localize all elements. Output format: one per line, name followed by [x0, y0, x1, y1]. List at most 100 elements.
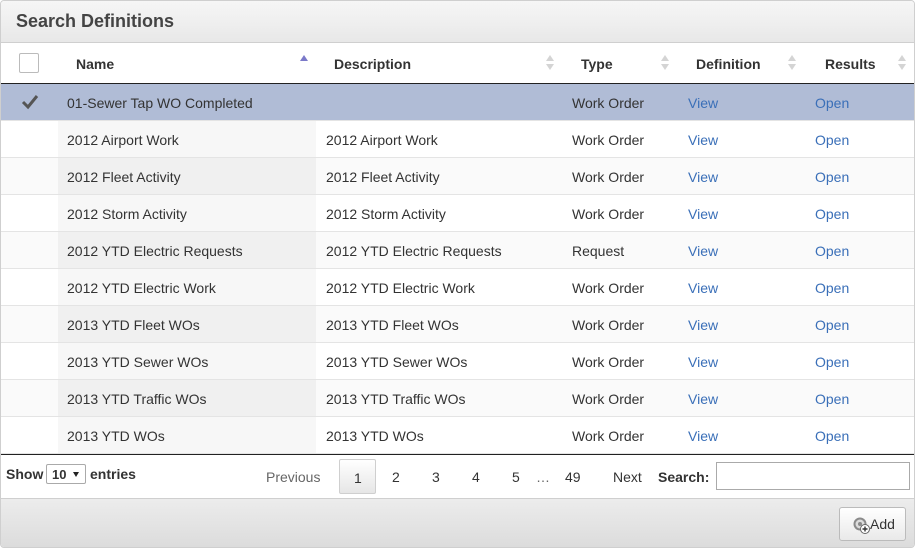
column-header-results[interactable]: Results [804, 43, 914, 84]
column-header-label: Results [825, 56, 876, 72]
view-definition-link[interactable]: View [688, 390, 719, 407]
row-select-cell[interactable] [1, 194, 58, 232]
table-row[interactable]: 2013 YTD Sewer WOs 2013 YTD Sewer WOs Work… [1, 342, 914, 380]
row-select-cell[interactable] [1, 416, 58, 454]
row-name: 2013 YTD Traffic WOs [67, 390, 207, 407]
column-header-label: Definition [696, 56, 761, 72]
row-select-cell[interactable] [1, 120, 58, 158]
name-cell: 2012 YTD Electric Work [58, 268, 316, 306]
description-cell: 2012 Storm Activity [316, 194, 562, 232]
description-cell [316, 83, 562, 121]
row-name: 2012 Storm Activity [67, 205, 187, 222]
table-row[interactable]: 2012 YTD Electric Work 2012 YTD Electric … [1, 268, 914, 306]
open-results-link[interactable]: Open [815, 279, 850, 296]
page-length-value: 10 [52, 467, 67, 482]
row-type: Work Order [572, 316, 645, 333]
row-select-cell[interactable] [1, 268, 58, 306]
table-footer: Show 10 entries Previous 1 2 3 4 5 … 49 … [1, 454, 914, 498]
row-description: 2012 YTD Electric Work [326, 279, 475, 296]
table-row[interactable]: 2012 YTD Electric Requests 2012 YTD Elect… [1, 231, 914, 269]
open-results-link[interactable]: Open [815, 353, 850, 370]
row-type: Work Order [572, 205, 645, 222]
search-input[interactable] [716, 462, 910, 490]
row-description: 2013 YTD Fleet WOs [326, 316, 459, 333]
column-header-definition[interactable]: Definition [677, 43, 804, 84]
view-definition-link[interactable]: View [688, 168, 719, 185]
type-cell: Request [562, 231, 677, 269]
results-cell: Open [804, 157, 914, 195]
row-select-cell[interactable] [1, 157, 58, 195]
table-row[interactable]: 2013 YTD Traffic WOs 2013 YTD Traffic WOs… [1, 379, 914, 417]
view-definition-link[interactable]: View [688, 353, 719, 370]
pagination-page-2[interactable]: 2 [392, 469, 400, 485]
panel-header: Search Definitions [1, 1, 914, 43]
type-cell: Work Order [562, 268, 677, 306]
open-results-link[interactable]: Open [815, 427, 850, 444]
row-name: 2013 YTD WOs [67, 427, 165, 444]
select-all-header[interactable] [1, 43, 58, 84]
view-definition-link[interactable]: View [688, 205, 719, 222]
entries-label: entries [90, 466, 136, 482]
type-cell: Work Order [562, 416, 677, 454]
table-row[interactable]: 2012 Storm Activity 2012 Storm Activity Wo… [1, 194, 914, 232]
sort-both-icon [661, 55, 669, 71]
open-results-link[interactable]: Open [815, 242, 850, 259]
view-definition-link[interactable]: View [688, 242, 719, 259]
column-header-description[interactable]: Description [316, 43, 562, 84]
pagination-page-4[interactable]: 4 [472, 469, 480, 485]
name-cell: 2012 YTD Electric Requests [58, 231, 316, 269]
row-select-cell[interactable] [1, 83, 58, 121]
row-select-cell[interactable] [1, 342, 58, 380]
open-results-link[interactable]: Open [815, 390, 850, 407]
view-definition-link[interactable]: View [688, 427, 719, 444]
select-all-checkbox[interactable] [19, 53, 39, 73]
row-description: 2013 YTD Traffic WOs [326, 390, 466, 407]
table-row[interactable]: 2013 YTD WOs 2013 YTD WOs Work Order View Op… [1, 416, 914, 454]
column-header-type[interactable]: Type [562, 43, 677, 84]
name-cell: 2012 Airport Work [58, 120, 316, 158]
definition-cell: View [677, 231, 804, 269]
table-row[interactable]: 2013 YTD Fleet WOs 2013 YTD Fleet WOs Work… [1, 305, 914, 343]
add-button[interactable]: Add [839, 507, 906, 541]
name-cell: 2012 Fleet Activity [58, 157, 316, 195]
name-cell: 01-Sewer Tap WO Completed [58, 83, 316, 121]
results-cell: Open [804, 268, 914, 306]
description-cell: 2013 YTD Traffic WOs [316, 379, 562, 417]
row-select-cell[interactable] [1, 379, 58, 417]
type-cell: Work Order [562, 83, 677, 121]
name-cell: 2013 YTD Sewer WOs [58, 342, 316, 380]
results-cell: Open [804, 416, 914, 454]
pagination-page-3[interactable]: 3 [432, 469, 440, 485]
column-header-name[interactable]: Name [58, 43, 316, 84]
name-cell: 2013 YTD Traffic WOs [58, 379, 316, 417]
table-row[interactable]: 2012 Fleet Activity 2012 Fleet Activity Wo… [1, 157, 914, 195]
row-select-cell[interactable] [1, 305, 58, 343]
view-definition-link[interactable]: View [688, 94, 719, 111]
pagination-page-5[interactable]: 5 [512, 469, 520, 485]
page-length-select[interactable]: 10 [46, 464, 86, 484]
table-row[interactable]: 01-Sewer Tap WO Completed Work Order View O… [1, 83, 914, 121]
description-cell: 2012 YTD Electric Work [316, 268, 562, 306]
pagination-previous[interactable]: Previous [266, 469, 321, 485]
row-description: 2013 YTD Sewer WOs [326, 353, 468, 370]
definition-cell: View [677, 342, 804, 380]
description-cell: 2012 Airport Work [316, 120, 562, 158]
type-cell: Work Order [562, 157, 677, 195]
row-select-cell[interactable] [1, 231, 58, 269]
open-results-link[interactable]: Open [815, 205, 850, 222]
pagination-page-last[interactable]: 49 [565, 469, 581, 485]
view-definition-link[interactable]: View [688, 279, 719, 296]
open-results-link[interactable]: Open [815, 168, 850, 185]
open-results-link[interactable]: Open [815, 94, 850, 111]
table-row[interactable]: 2012 Airport Work 2012 Airport Work Work O… [1, 120, 914, 158]
chevron-down-icon [73, 472, 79, 477]
open-results-link[interactable]: Open [815, 131, 850, 148]
show-label: Show [6, 466, 44, 482]
pagination-page-current[interactable]: 1 [339, 459, 376, 494]
type-cell: Work Order [562, 194, 677, 232]
view-definition-link[interactable]: View [688, 131, 719, 148]
view-definition-link[interactable]: View [688, 316, 719, 333]
open-results-link[interactable]: Open [815, 316, 850, 333]
pagination-next[interactable]: Next [613, 469, 642, 485]
